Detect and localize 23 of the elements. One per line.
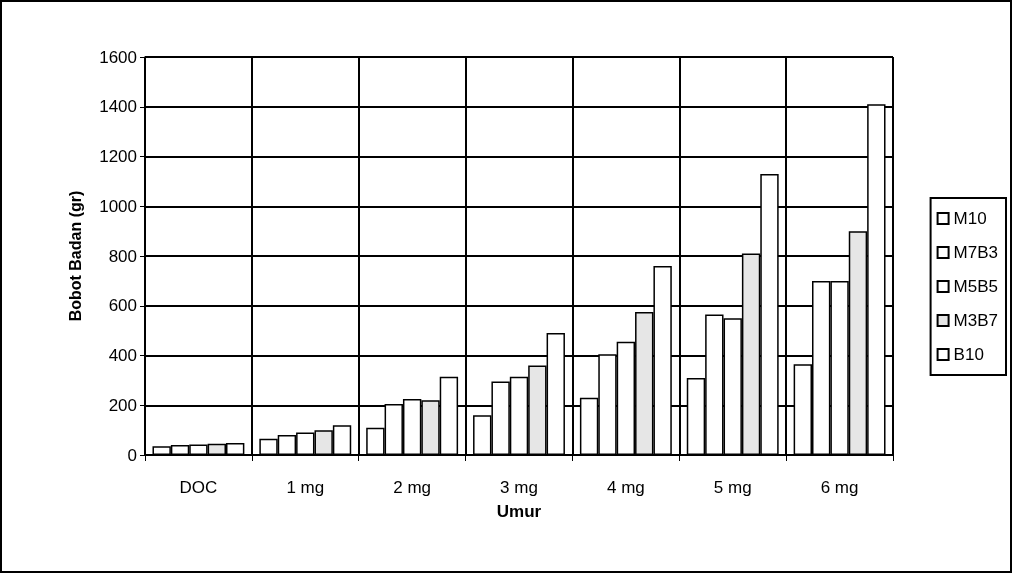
y-tick-label: 800 — [108, 246, 137, 266]
x-axis-title: Umur — [496, 502, 542, 521]
y-tick-label: 1400 — [99, 97, 137, 117]
y-tick-label: 1200 — [99, 147, 137, 166]
x-tick-label: 2 mg — [393, 478, 432, 497]
x-tick-label: 1 mg — [286, 478, 325, 497]
y-tick-label: 1000 — [99, 196, 137, 216]
x-tick-label: 5 mg — [713, 478, 752, 497]
y-tick-label: 400 — [108, 346, 137, 365]
x-tick-label: DOC — [179, 478, 218, 497]
y-axis-title: Bobot Badan (gr) — [66, 190, 84, 322]
legend-label: M5B5 — [953, 277, 999, 296]
x-tick-label: 4 mg — [606, 478, 645, 497]
y-tick-label: 600 — [108, 296, 137, 316]
x-tick-label: 3 mg — [500, 478, 538, 497]
y-tick-label: 1600 — [99, 47, 137, 67]
y-tick-label: 0 — [127, 445, 137, 465]
legend-label: M3B7 — [953, 311, 999, 330]
y-tick-label: 200 — [108, 395, 137, 415]
legend-label: B10 — [953, 345, 984, 364]
x-tick-label: 6 mg — [820, 478, 859, 497]
legend-label: M10 — [953, 209, 987, 228]
legend-label: M7B3 — [953, 243, 999, 262]
